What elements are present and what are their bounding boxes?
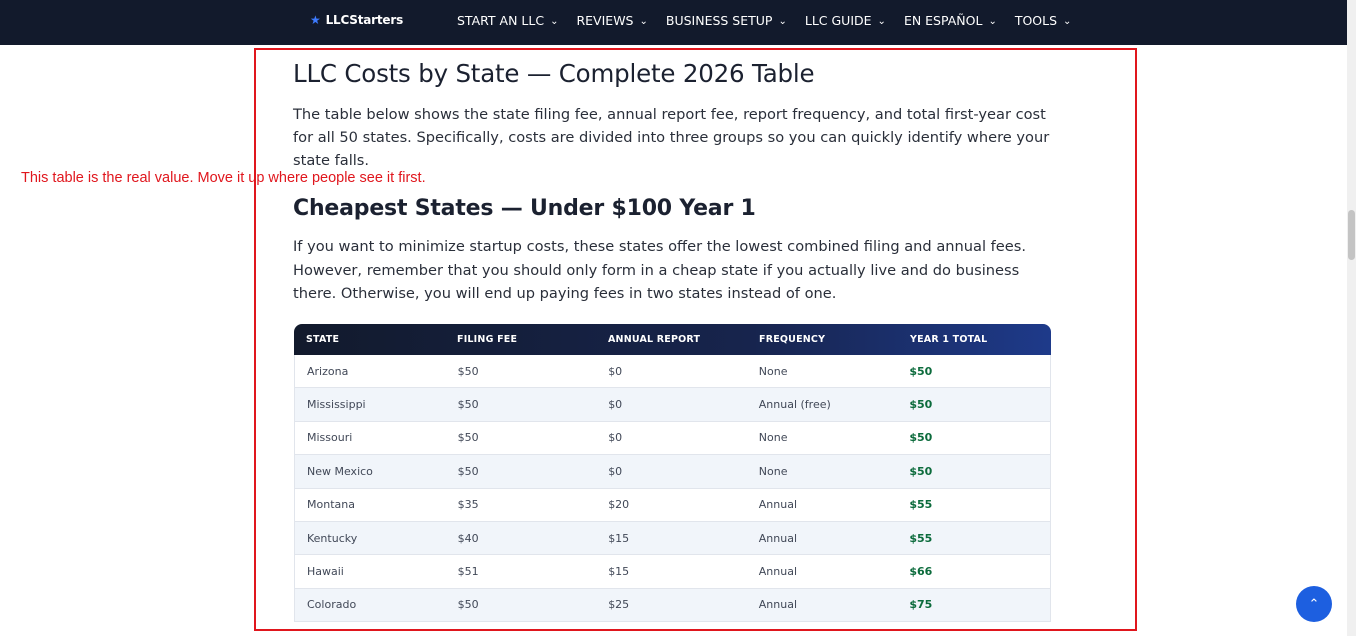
header-annual-report: ANNUAL REPORT — [608, 334, 701, 345]
annotation-note: This table is the real value. Move it up… — [21, 170, 426, 186]
nav-item-llc-guide[interactable]: LLC GUIDE ⌄ — [805, 13, 886, 28]
cell-annual-report: $0 — [608, 398, 623, 412]
table-row: Montana $35 $20 Annual $55 — [294, 488, 1051, 522]
logo-text: LLCStarters — [325, 13, 404, 27]
table-row: Hawaii $51 $15 Annual $66 — [294, 555, 1051, 589]
table-body: Arizona $50 $0 None $50 Mississippi $50 $0 Annua… — [294, 355, 1051, 623]
cell-state: Arizona — [307, 364, 349, 378]
header-filing-fee: FILING FEE — [457, 334, 518, 345]
cell-year-1-total: $50 — [909, 398, 933, 412]
back-to-top-button[interactable]: ⌃ — [1296, 586, 1332, 622]
nav-item-en-espanol[interactable]: EN ESPAÑOL ⌄ — [904, 13, 997, 28]
cell-frequency: Annual — [758, 498, 798, 512]
cell-filing-fee: $40 — [457, 531, 479, 545]
cell-annual-report: $20 — [608, 498, 630, 512]
nav-item-label: BUSINESS SETUP — [665, 13, 773, 28]
star-icon: ★ — [310, 13, 321, 27]
section-heading: Cheapest States — Under $100 Year 1 — [293, 196, 756, 221]
chevron-down-icon: ⌄ — [1063, 16, 1072, 27]
table-header-row: STATE FILING FEE ANNUAL REPORT FREQUENCY… — [294, 324, 1051, 355]
site-logo[interactable]: ★ LLCStarters — [310, 13, 403, 27]
cell-frequency: Annual (free) — [758, 398, 831, 412]
cell-year-1-total: $55 — [909, 531, 933, 545]
cell-filing-fee: $50 — [457, 598, 479, 612]
cell-state: Kentucky — [307, 531, 358, 545]
page-title: LLC Costs by State — Complete 2026 Table — [293, 59, 815, 88]
cell-filing-fee: $50 — [457, 398, 479, 412]
cell-state: Montana — [307, 498, 355, 512]
nav-item-reviews[interactable]: REVIEWS ⌄ — [576, 13, 647, 28]
cell-frequency: None — [758, 364, 788, 378]
table-row: Kentucky $40 $15 Annual $55 — [294, 521, 1051, 556]
scrollbar-thumb[interactable] — [1348, 210, 1355, 260]
cell-state: Colorado — [307, 598, 357, 612]
header-frequency: FREQUENCY — [759, 334, 826, 345]
nav-item-label: REVIEWS — [576, 13, 634, 28]
cell-year-1-total: $50 — [909, 464, 933, 478]
table-row: Mississippi $50 $0 Annual (free) $50 — [294, 388, 1051, 422]
chevron-down-icon: ⌄ — [639, 16, 648, 27]
chevron-up-icon: ⌃ — [1308, 596, 1320, 612]
nav-item-label: EN ESPAÑOL — [903, 13, 983, 28]
cell-year-1-total: $50 — [909, 364, 933, 378]
table-row: Arizona $50 $0 None $50 — [294, 355, 1051, 389]
cell-year-1-total: $75 — [909, 598, 933, 612]
header-year-1-total: YEAR 1 TOTAL — [910, 334, 988, 345]
table-row: Colorado $50 $25 Annual $75 — [294, 588, 1051, 623]
cell-annual-report: $15 — [608, 565, 630, 579]
top-navigation-bar: ★ LLCStarters START AN LLC ⌄ REVIEWS ⌄ B… — [0, 0, 1347, 45]
cell-annual-report: $15 — [608, 531, 630, 545]
table-row: New Mexico $50 $0 None $50 — [294, 455, 1051, 489]
cell-state: Missouri — [307, 431, 353, 445]
cell-filing-fee: $50 — [457, 364, 479, 378]
nav-item-label: LLC GUIDE — [804, 13, 872, 28]
cell-year-1-total: $50 — [909, 431, 933, 445]
nav-item-tools[interactable]: TOOLS ⌄ — [1015, 13, 1072, 28]
cell-annual-report: $25 — [608, 598, 630, 612]
chevron-down-icon: ⌄ — [988, 16, 997, 27]
cell-frequency: None — [758, 464, 788, 478]
cell-filing-fee: $35 — [457, 498, 479, 512]
chevron-down-icon: ⌄ — [550, 16, 559, 27]
cell-state: New Mexico — [307, 464, 373, 478]
table-row: Missouri $50 $0 None $50 — [294, 421, 1051, 456]
nav-item-label: START AN LLC — [457, 13, 545, 28]
nav-item-label: TOOLS — [1014, 13, 1058, 28]
cell-annual-report: $0 — [608, 464, 623, 478]
intro-paragraph: The table below shows the state filing f… — [293, 106, 1050, 169]
cell-annual-report: $0 — [608, 431, 623, 445]
page-scrollbar[interactable] — [1347, 0, 1356, 636]
cell-year-1-total: $55 — [909, 498, 933, 512]
llc-costs-table: STATE FILING FEE ANNUAL REPORT FREQUENCY… — [294, 324, 1051, 623]
cell-state: Hawaii — [307, 565, 344, 579]
cell-frequency: Annual — [758, 531, 798, 545]
nav-menu: START AN LLC ⌄ REVIEWS ⌄ BUSINESS SETUP … — [457, 13, 1089, 28]
cell-filing-fee: $51 — [457, 565, 479, 579]
section-paragraph: If you want to minimize startup costs, t… — [293, 238, 1027, 302]
chevron-down-icon: ⌄ — [778, 16, 787, 27]
cell-year-1-total: $66 — [909, 565, 933, 579]
cell-filing-fee: $50 — [457, 464, 479, 478]
nav-item-business-setup[interactable]: BUSINESS SETUP ⌄ — [666, 13, 787, 28]
cell-state: Mississippi — [307, 398, 366, 412]
cell-frequency: Annual — [758, 565, 798, 579]
chevron-down-icon: ⌄ — [877, 16, 886, 27]
nav-item-start-an-llc[interactable]: START AN LLC ⌄ — [457, 13, 558, 28]
header-state: STATE — [306, 334, 340, 345]
cell-frequency: None — [758, 431, 788, 445]
cell-annual-report: $0 — [608, 364, 623, 378]
cell-filing-fee: $50 — [457, 431, 479, 445]
cell-frequency: Annual — [758, 598, 798, 612]
